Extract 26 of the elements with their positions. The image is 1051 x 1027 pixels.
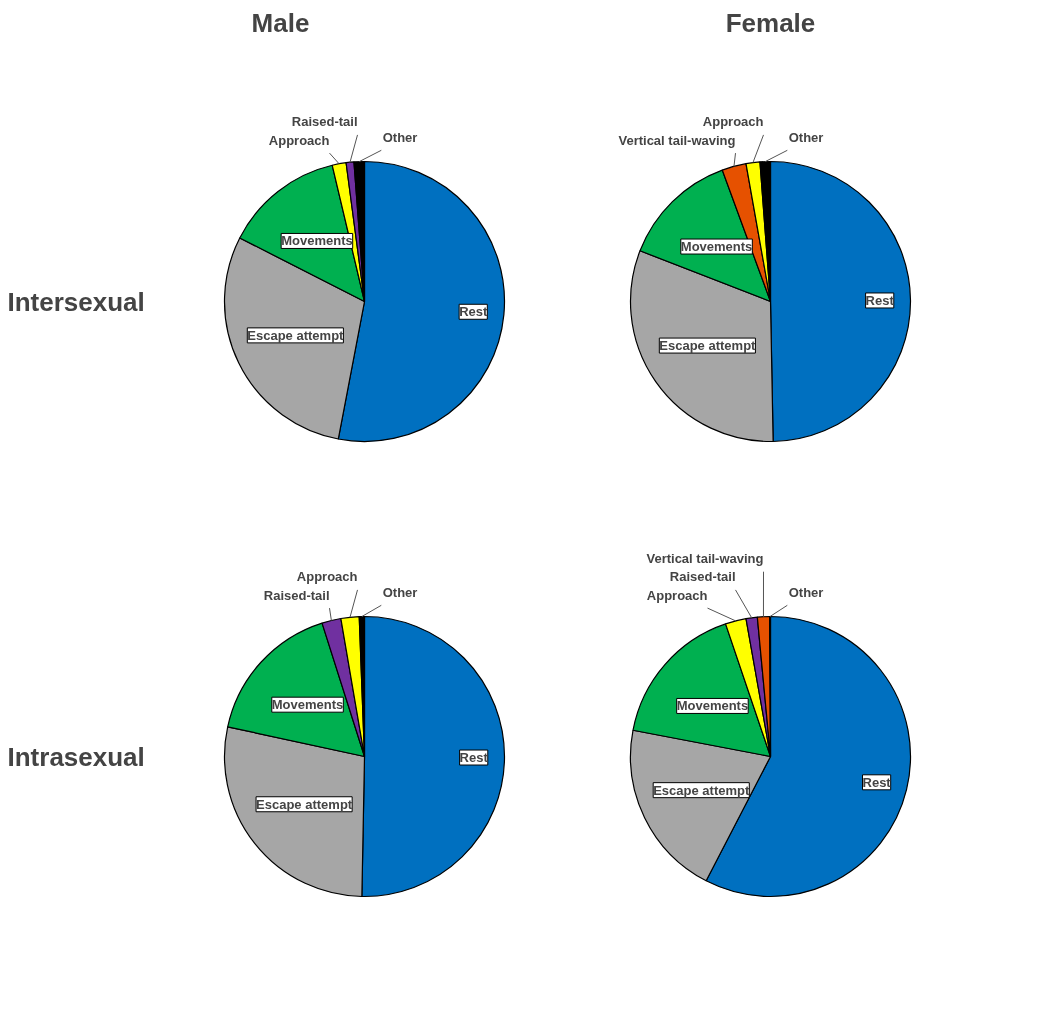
slice-label: Movements xyxy=(676,698,749,714)
slice-label: Vertical tail-waving xyxy=(646,551,764,567)
slice-label: Rest xyxy=(459,304,488,320)
slice-label: Vertical tail-waving xyxy=(618,132,736,148)
slice-label: Escape attempt xyxy=(247,327,345,343)
slice-label: Movements xyxy=(680,239,753,255)
slice-label: Other xyxy=(382,584,418,600)
slice-label: Other xyxy=(788,584,824,600)
slice-label: Raised-tail xyxy=(669,569,736,585)
slice-label: Escape attempt xyxy=(256,796,353,812)
slice-label: Raised-tail xyxy=(263,587,330,603)
slice-label: Other xyxy=(382,129,418,145)
slice-label: Movements xyxy=(281,233,353,249)
text: Intersexual xyxy=(7,286,145,317)
slice-label: Other xyxy=(788,129,824,145)
chart-title: Female xyxy=(725,7,816,38)
slice-label: Approach xyxy=(702,114,764,130)
slice-label: Approach xyxy=(646,587,708,603)
slice-label: Raised-tail xyxy=(291,114,358,130)
slice-label: Approach xyxy=(268,132,330,148)
slice-label: Escape attempt xyxy=(653,782,750,798)
slice-label: Approach xyxy=(296,569,358,585)
text: Intrasexual xyxy=(7,741,145,772)
chart-title: Male xyxy=(251,7,310,38)
slice-label: Movements xyxy=(271,697,344,713)
slice-label: Escape attempt xyxy=(659,338,757,354)
